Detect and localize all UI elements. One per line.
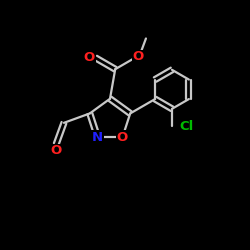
- Text: O: O: [51, 144, 62, 158]
- Text: Cl: Cl: [180, 120, 194, 133]
- Text: O: O: [117, 131, 128, 144]
- Text: O: O: [84, 52, 95, 64]
- Text: O: O: [133, 50, 144, 63]
- Text: N: N: [92, 131, 103, 144]
